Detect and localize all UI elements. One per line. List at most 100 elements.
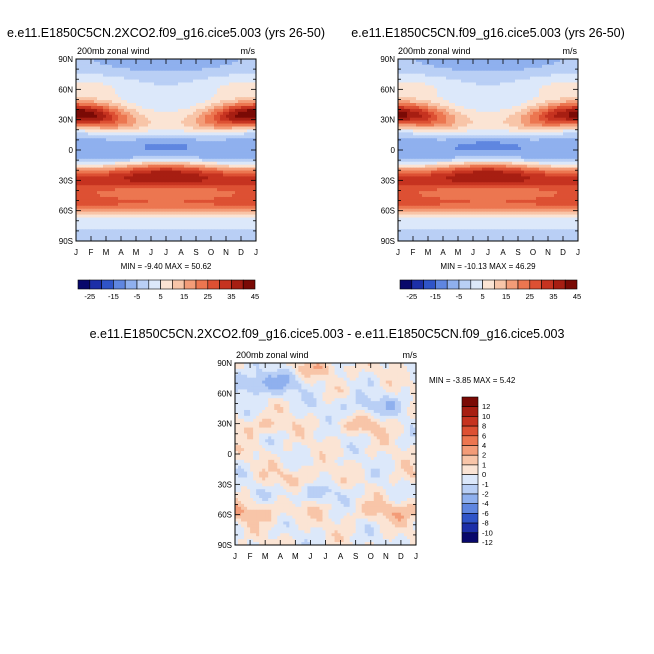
heatmap-cell [407,94,411,98]
heatmap-cell [235,147,239,151]
heatmap-cell [208,64,212,69]
heatmap-cell [118,126,122,130]
heatmap-cell [181,182,185,186]
heatmap-cell [178,164,182,169]
heatmap-cell [458,94,462,98]
heatmap-cell [205,161,209,166]
heatmap-cell [184,103,188,107]
heatmap-cell [211,158,215,163]
heatmap-cell [121,132,125,136]
heatmap-cell [211,232,215,236]
heatmap-cell [133,214,137,218]
heatmap-cell [226,85,230,89]
heatmap-cell [187,100,191,104]
heatmap-cell [157,185,161,189]
heatmap-cell [91,150,95,154]
heatmap-cell [127,176,131,180]
heatmap-cell [106,238,110,242]
heatmap-cell [205,129,209,133]
heatmap-cell [163,238,167,242]
heatmap-cell [509,82,513,86]
heatmap-cell [208,217,212,221]
panel-2: e.e11.E1850C5CN.f09_g16.cice5.003 (yrs 2… [351,26,625,301]
heatmap-cell [250,120,254,124]
heatmap-cell [238,76,242,80]
heatmap-cell [241,194,245,198]
heatmap-cell [455,103,459,107]
heatmap-cell [253,73,257,78]
heatmap-cell [94,79,98,83]
heatmap-cell [103,76,107,80]
heatmap-cell [79,82,83,86]
colorbar-swatch [183,279,197,290]
heatmap-cell [232,199,236,204]
heatmap-cell [244,144,248,148]
heatmap-cell [530,103,534,107]
heatmap-cell [94,185,98,189]
heatmap-cell [148,176,152,180]
heatmap-cell [187,76,191,80]
heatmap-cell [178,117,182,122]
heatmap-cell [524,59,528,63]
heatmap-cell [121,91,125,95]
heatmap-cell [485,100,489,104]
heatmap-cell [548,103,552,107]
heatmap-cell [235,196,239,201]
heatmap-cell [172,61,176,66]
heatmap-cell [103,182,107,186]
heatmap-cell [437,73,441,78]
heatmap-cell [76,223,80,227]
heatmap-cell [193,194,197,198]
heatmap-cell [217,132,221,136]
heatmap-cell [208,226,212,230]
heatmap-cell [431,108,435,113]
heatmap-cell [79,188,83,192]
heatmap-cell [151,170,155,174]
heatmap-cell [232,188,236,192]
heatmap-cell [91,220,95,224]
heatmap-cell [178,120,182,124]
heatmap-cell [488,100,492,104]
heatmap-cell [169,158,173,163]
heatmap-cell [548,70,552,75]
heatmap-cell [88,103,92,107]
heatmap-cell [572,111,576,116]
heatmap-cell [76,150,80,154]
heatmap-cell [238,114,242,119]
heatmap-cell [199,105,203,110]
heatmap-cell [497,91,501,95]
heatmap-cell [94,188,98,192]
heatmap-cell [482,108,486,113]
heatmap-cell [175,67,179,72]
heatmap-cell [509,100,513,104]
heatmap-cell [193,59,197,63]
heatmap-cell [76,152,80,157]
heatmap-cell [112,208,116,213]
heatmap-cell [139,144,143,148]
heatmap-cell [506,79,510,83]
heatmap-cell [419,108,423,113]
heatmap-cell [100,208,104,213]
heatmap-cell [97,88,101,92]
heatmap-cell [214,226,218,230]
heatmap-cell [443,100,447,104]
heatmap-cell [455,94,459,98]
heatmap-cell [124,194,128,198]
heatmap-cell [494,73,498,78]
heatmap-cell [157,100,161,104]
heatmap-cell [130,67,134,72]
heatmap-cell [130,111,134,116]
heatmap-cell [169,232,173,236]
heatmap-cell [250,150,254,154]
heatmap-cell [178,97,182,101]
heatmap-cell [563,111,567,116]
heatmap-cell [172,108,176,113]
heatmap-cell [506,64,510,69]
heatmap-cell [557,100,561,104]
heatmap-cell [121,59,125,63]
heatmap-cell [91,135,95,139]
heatmap-cell [142,94,146,98]
heatmap-cell [416,76,420,80]
heatmap-cell [223,94,227,98]
heatmap-cell [124,129,128,133]
